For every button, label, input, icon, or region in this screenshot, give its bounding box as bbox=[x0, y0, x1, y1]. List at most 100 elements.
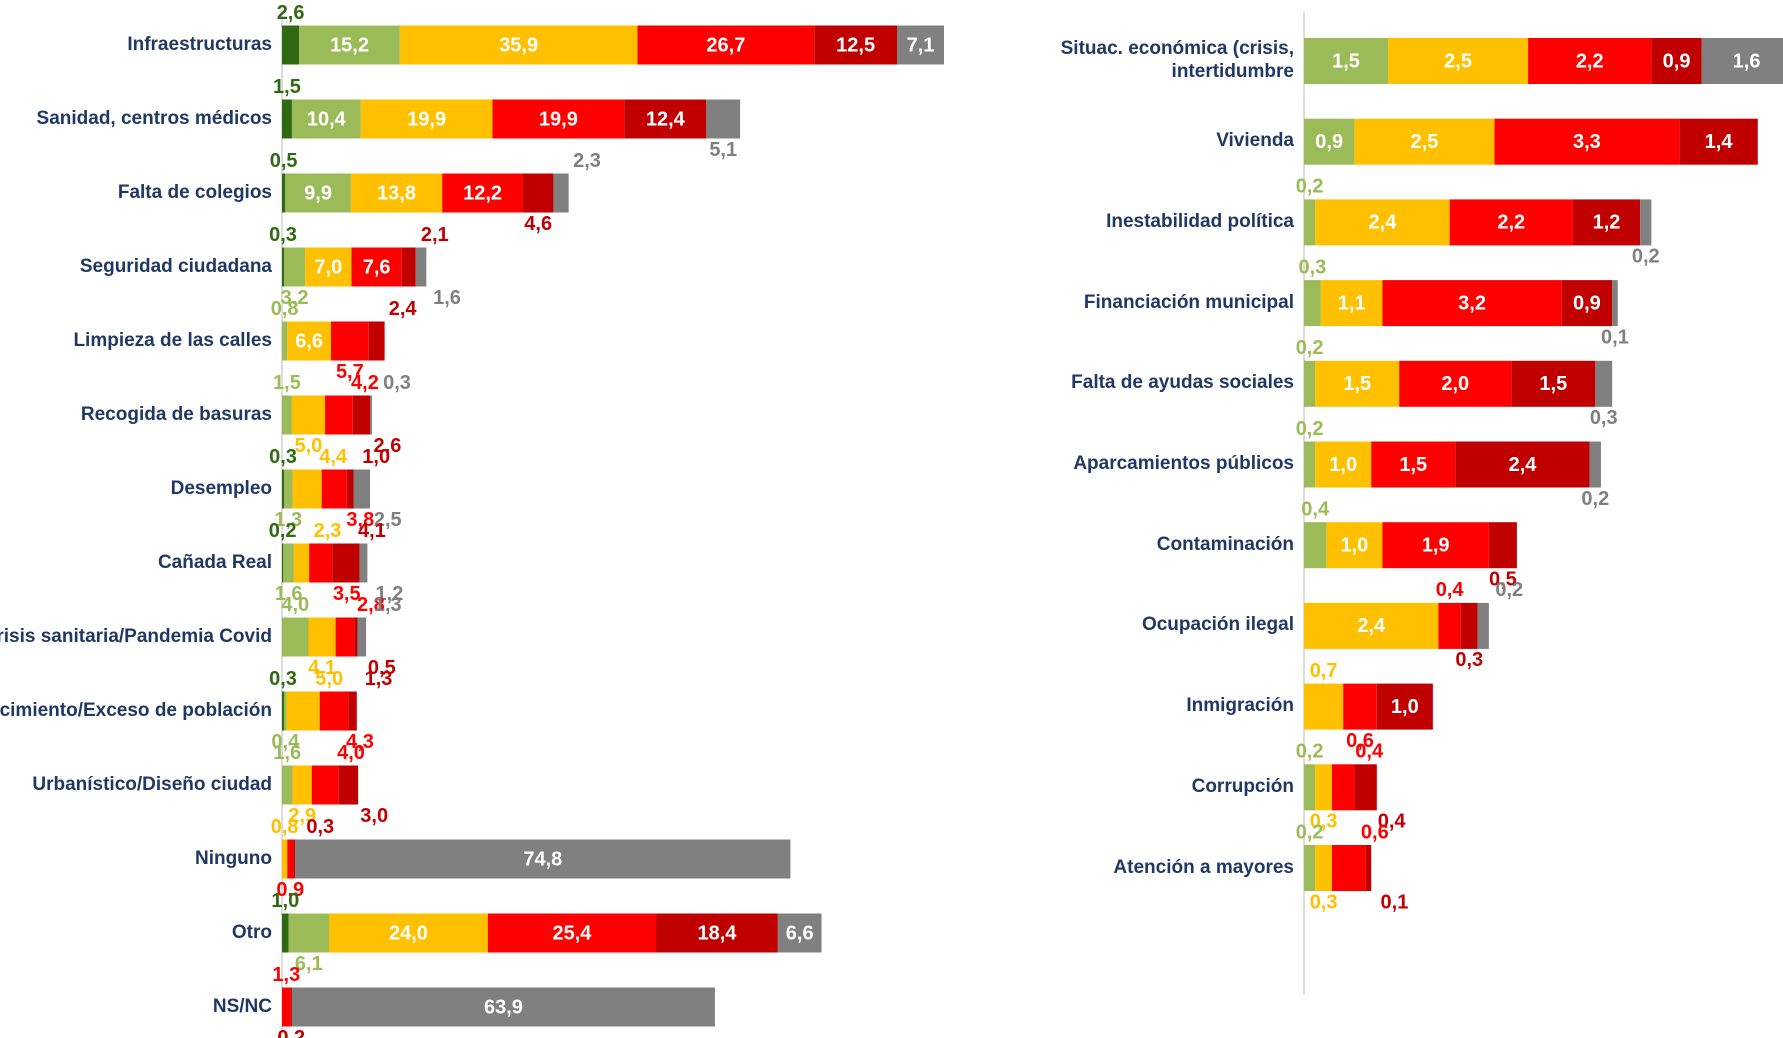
data-label: 1,0 bbox=[362, 446, 390, 468]
bar-segment bbox=[282, 99, 292, 139]
data-label: 0,2 bbox=[1581, 488, 1609, 510]
bar-segment bbox=[311, 765, 339, 805]
data-label: 1,5 bbox=[1332, 50, 1360, 72]
bar-segment bbox=[1477, 602, 1489, 649]
data-label: 6,6 bbox=[786, 922, 814, 944]
data-label: 1,5 bbox=[273, 372, 301, 394]
data-label: 4,0 bbox=[281, 594, 309, 616]
category-label: Falta de ayudas sociales bbox=[1071, 372, 1294, 394]
data-label: 10,4 bbox=[307, 108, 347, 130]
bar-segment bbox=[553, 173, 569, 213]
data-label: 0,2 bbox=[1296, 741, 1324, 763]
bar-segment bbox=[282, 25, 300, 65]
data-label: 6,6 bbox=[295, 330, 323, 352]
category-label: Otro bbox=[231, 921, 272, 943]
category-label: Falta de colegios bbox=[117, 181, 272, 203]
data-label: 0,4 bbox=[271, 731, 300, 753]
data-label: 63,9 bbox=[484, 996, 523, 1018]
data-label: 0,3 bbox=[383, 372, 411, 394]
data-label: 0,9 bbox=[1573, 292, 1601, 314]
bar-segment bbox=[332, 543, 360, 583]
data-label: 12,5 bbox=[836, 34, 875, 56]
bar-segment bbox=[282, 913, 289, 953]
bar-segment bbox=[1376, 683, 1433, 730]
bar-segment bbox=[1455, 441, 1590, 488]
bar-segment bbox=[308, 617, 336, 657]
data-label: 2,2 bbox=[1497, 212, 1525, 234]
data-label: 0,3 bbox=[1310, 811, 1338, 833]
data-label: 0,5 bbox=[1489, 568, 1517, 590]
data-label: 0,6 bbox=[1346, 730, 1374, 752]
data-label: 1,1 bbox=[1338, 292, 1366, 314]
category-label: Seguridad ciudadana bbox=[79, 255, 272, 277]
data-label: 74,8 bbox=[523, 848, 562, 870]
bar-segment bbox=[487, 913, 657, 953]
bar-segment bbox=[338, 765, 359, 805]
bar-segment bbox=[348, 691, 357, 731]
bar-segment bbox=[282, 987, 291, 1027]
bar-segment bbox=[777, 913, 822, 953]
data-label: 0,4 bbox=[1301, 498, 1330, 520]
data-label: 15,2 bbox=[330, 34, 369, 56]
data-label: 1,6 bbox=[273, 742, 301, 764]
category-label: Inmigración bbox=[1186, 695, 1294, 717]
bar-segment bbox=[321, 469, 347, 509]
bar-segment bbox=[1388, 38, 1529, 84]
bar-segment bbox=[1612, 280, 1618, 327]
data-label: 3,2 bbox=[1458, 292, 1486, 314]
bar-segment bbox=[1343, 683, 1377, 730]
data-label: 4,3 bbox=[346, 731, 374, 753]
bar-segment bbox=[1561, 280, 1613, 327]
data-label: 0,5 bbox=[368, 657, 396, 679]
data-label: 4,1 bbox=[358, 520, 386, 542]
bar-segment bbox=[1528, 38, 1652, 84]
bar-segment bbox=[1320, 280, 1383, 327]
bar-segment bbox=[1315, 764, 1333, 811]
bar-segment bbox=[1315, 441, 1372, 488]
bar-segment bbox=[1354, 118, 1495, 165]
data-label: 2,4 bbox=[1357, 615, 1386, 637]
bar-segment bbox=[1304, 199, 1316, 246]
bar-segment bbox=[442, 173, 523, 213]
bar-segment bbox=[1679, 118, 1758, 165]
data-label: 2,1 bbox=[421, 224, 449, 246]
data-label: 0,8 bbox=[271, 816, 299, 838]
bar-segment bbox=[1399, 360, 1512, 407]
data-label: 1,5 bbox=[1399, 454, 1427, 476]
bar-segment bbox=[1701, 38, 1783, 84]
data-label: 19,9 bbox=[407, 108, 446, 130]
bar-segment bbox=[637, 25, 815, 65]
data-label: 1,4 bbox=[1705, 131, 1734, 153]
data-label: 5,0 bbox=[315, 668, 343, 690]
bar-segment bbox=[1651, 38, 1702, 84]
data-label: 1,3 bbox=[374, 594, 402, 616]
data-label: 0,5 bbox=[270, 150, 298, 172]
bar-segment bbox=[1354, 764, 1377, 811]
data-label: 1,6 bbox=[433, 287, 461, 309]
data-label: 2,5 bbox=[374, 509, 402, 531]
data-label: 1,0 bbox=[1329, 454, 1357, 476]
data-label: 0,4 bbox=[1378, 811, 1407, 833]
data-label: 5,0 bbox=[295, 435, 323, 457]
data-label: 18,4 bbox=[697, 922, 737, 944]
data-label: 3,8 bbox=[346, 509, 374, 531]
bar-segment bbox=[290, 987, 292, 1027]
bar-segment bbox=[1315, 360, 1400, 407]
data-label: 0,2 bbox=[1632, 246, 1660, 268]
data-label: 3,2 bbox=[281, 287, 309, 309]
data-label: 0,3 bbox=[269, 668, 297, 690]
bar-segment bbox=[288, 913, 330, 953]
data-label: 0,2 bbox=[1296, 821, 1324, 843]
data-label: 1,3 bbox=[272, 964, 300, 986]
data-label: 1,0 bbox=[1341, 534, 1369, 556]
bar-segment bbox=[1326, 522, 1383, 569]
bar-segment bbox=[360, 99, 493, 139]
bar-segment bbox=[359, 543, 368, 583]
data-label: 7,1 bbox=[907, 34, 935, 56]
bar-segment bbox=[1511, 360, 1596, 407]
bar-segment bbox=[1365, 845, 1372, 891]
bar-segment bbox=[1304, 118, 1355, 165]
bar-segment bbox=[1304, 441, 1316, 488]
data-label: 13,8 bbox=[377, 182, 416, 204]
data-label: 1,0 bbox=[271, 890, 299, 912]
